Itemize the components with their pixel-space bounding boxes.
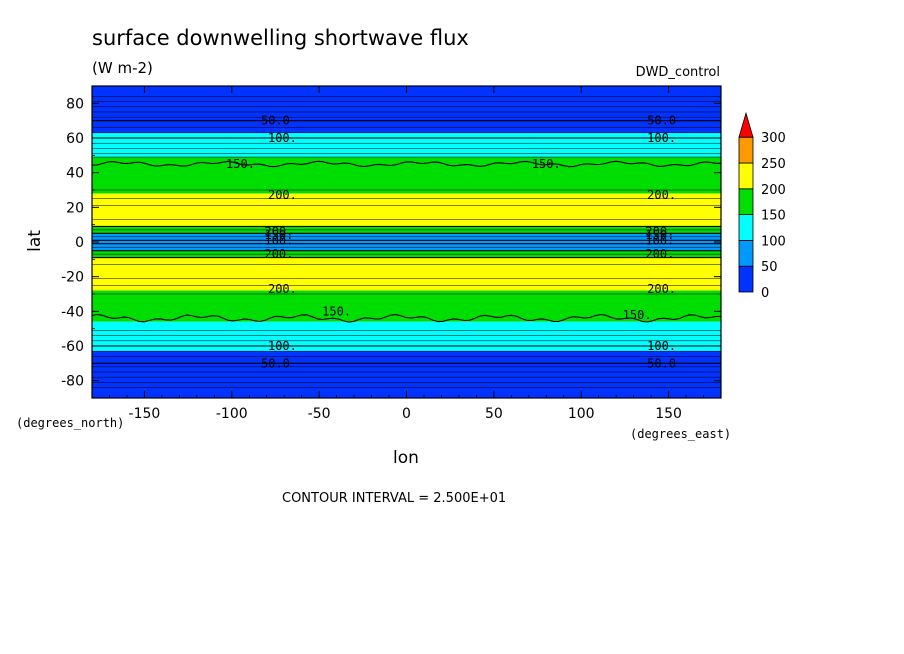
contour-label-23: 50.0 [647,356,676,370]
colorbar-label: 0 [761,286,769,301]
contour-label-12: 100. [264,233,293,247]
y-axis-label: lat [25,230,45,252]
contour-line-150-north [91,160,721,168]
x-tick-label: 0 [402,406,411,422]
contour-label-4: 150. [226,157,255,171]
heatmap-band-9 [92,321,721,352]
colorbar: 0 50 100 150 200 250 300 [738,111,786,301]
x-tick-label: -50 [308,406,331,422]
colorbar-label: 200 [761,183,786,198]
colorbar-swatch-150 [738,188,754,216]
heatmap-band-7 [92,257,721,291]
colorbar-label: 250 [761,157,786,172]
contour-label-7: 200. [647,188,676,202]
colorbar-label: 50 [761,260,778,275]
y-tick-label: -80 [61,374,84,390]
colorbar-swatch-50 [738,239,754,267]
x-tick-label: 100 [568,406,595,422]
contour-label-22: 50.0 [261,356,290,370]
contour-label-19: 150. [623,308,652,322]
contour-label-16: 200. [268,282,297,296]
x-unit-label: (degrees_east) [630,427,731,441]
contour-label-8: 200. [264,225,293,239]
axis-ticks: -150 -100 -50 0 50 100 150 -80 -60 -40 -20 0 20 40 60 8… [61,85,721,422]
contour-interval: CONTOUR INTERVAL = 2.500E+01 [282,491,506,506]
heatmap-band-0 [92,86,721,133]
colorbar-swatch-200 [738,162,754,190]
heatmap-band-1 [92,132,721,158]
contour-label-2: 100. [268,131,297,145]
y-tick-label: -60 [61,339,84,355]
colorbar-swatch-100 [738,214,754,241]
contour-label-13: 100. [645,233,674,247]
contour-label-15: 200. [645,247,674,261]
contour-label-11: 150. [645,228,674,242]
contour-label-18: 150. [322,304,351,318]
x-tick-label: -150 [129,406,161,422]
y-tick-label: 0 [75,235,84,251]
y-tick-label: -20 [61,270,84,286]
colorbar-extend-arrow [738,111,754,138]
heatmap-band-10 [92,351,721,398]
heatmap-band-3 [92,193,721,227]
contour-label-6: 200. [268,188,297,202]
experiment-label: DWD_control [636,65,720,80]
contour-label-21: 100. [647,339,676,353]
y-tick-label: 40 [66,166,84,182]
contour-label-5: 150. [532,157,561,171]
colorbar-label: 100 [761,234,786,249]
y-tick-label: 80 [66,96,84,112]
colorbar-label: 300 [761,131,786,146]
heatmap-bands [92,86,721,398]
contour-label-17: 200. [647,282,676,296]
colorbar-swatch-250 [738,136,754,164]
contour-label-20: 100. [268,339,297,353]
contour-label-9: 200. [645,225,674,239]
contour-label-1: 50.0 [647,114,676,128]
contour-label-14: 200. [264,247,293,261]
x-tick-label: 150 [655,406,682,422]
chart-title: surface downwelling shortwave flux [92,26,469,50]
y-tick-label: 60 [66,131,84,147]
colorbar-label: 150 [761,209,786,224]
chart-units: (W m-2) [92,59,153,77]
y-tick-label: -40 [61,304,84,320]
colorbar-swatch-0 [738,265,754,293]
x-axis-label: lon [393,448,419,468]
y-unit-label: (degrees_north) [16,416,124,430]
x-tick-label: 50 [485,406,503,422]
contour-label-10: 150. [264,228,293,242]
contour-label-3: 100. [647,131,676,145]
contour-label-0: 50.0 [261,114,290,128]
heatmap-band-5 [92,233,721,251]
x-tick-label: -100 [216,406,248,422]
contour-lines [91,96,721,388]
y-tick-label: 20 [66,200,84,216]
heatmap-band-2 [92,157,721,194]
contour-line-150-south [91,313,721,323]
